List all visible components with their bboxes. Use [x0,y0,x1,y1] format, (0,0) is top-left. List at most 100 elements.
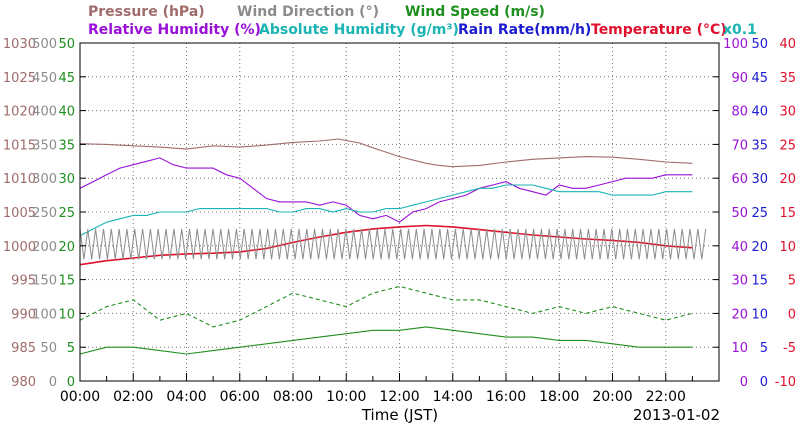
tick-label-pressure: 1025 [3,71,36,86]
legend-line-1: Pressure (hPa) Wind Direction (°) Wind S… [88,4,545,20]
tick-label-wind-direction: 100 [32,307,57,322]
series-wind-direction [79,228,707,260]
tick-label-rain-rate: 5 [760,341,768,356]
series-wind-speed-m-s-gust [79,285,693,328]
tick-label-wind-direction: 400 [32,105,57,120]
tick-label-rain-rate: 0 [760,375,768,390]
tick-label-wind-speed: 0 [67,375,75,390]
tick-label-wind-direction: 200 [32,240,57,255]
tick-label-pressure: 1000 [3,240,36,255]
legend-absolute-humidity: Absolute Humidity (g/m³) [259,22,459,38]
tick-label-humidity: 10 [731,341,748,356]
tick-label-rain-rate: 30 [751,172,768,187]
x-tick-label: 06:00 [220,389,260,405]
tick-label-wind-speed: 5 [67,341,75,356]
series-relative-humidity [79,157,693,223]
tick-label-pressure: 995 [11,274,36,289]
tick-label-humidity: 70 [731,138,748,153]
tick-label-temperature: 25 [779,138,796,153]
tick-label-humidity: 0 [740,375,748,390]
tick-label-rain-rate: 25 [751,206,768,221]
tick-label-wind-direction: 300 [32,172,57,187]
tick-label-rain-rate: 10 [751,307,768,322]
legend-wind-direction: Wind Direction (°) [237,4,379,20]
tick-label-temperature: 0 [788,307,796,322]
tick-label-wind-direction: 0 [49,375,57,390]
tick-label-temperature: -10 [775,375,796,390]
tick-label-humidity: 20 [731,307,748,322]
tick-label-wind-direction: 450 [32,71,57,86]
tick-label-wind-direction: 150 [32,274,57,289]
x-axis: 00:00 02:00 04:00 06:00 08:00 10:00 12:00 14:00… [60,373,686,405]
tick-label-temperature: 10 [779,240,796,255]
legend-pressure: Pressure (hPa) [88,4,205,20]
tick-label-wind-speed: 45 [58,71,75,86]
tick-label-pressure: 1020 [3,105,36,120]
left-axes: 9809859909951000100510101015102010251030… [3,37,719,390]
tick-label-wind-speed: 50 [58,37,75,52]
tick-label-temperature: 40 [779,37,796,52]
tick-label-temperature: 30 [779,105,796,120]
tick-label-pressure: 1030 [3,37,36,52]
tick-label-temperature: 35 [779,71,796,86]
tick-label-wind-speed: 35 [58,138,75,153]
tick-label-wind-speed: 10 [58,307,75,322]
tick-label-pressure: 1005 [3,206,36,221]
tick-label-wind-speed: 15 [58,274,75,289]
series-layer [79,138,707,382]
date-label: 2013-01-02 [633,406,720,424]
legend-wind-speed: Wind Speed (m/s) [405,4,545,20]
tick-label-humidity: 40 [731,240,748,255]
tick-label-wind-speed: 25 [58,206,75,221]
x-axis-label: Time (JST) [361,406,438,424]
tick-label-pressure: 1015 [3,138,36,153]
tick-label-wind-direction: 50 [40,341,57,356]
series-absolute-humidity-g-m [79,184,693,237]
x-tick-label: 12:00 [379,389,419,405]
tick-label-wind-direction: 350 [32,138,57,153]
legend-line-2: Relative Humidity (%) Absolute Humidity … [88,22,757,38]
tick-label-pressure: 980 [11,375,36,390]
tick-label-rain-rate: 15 [751,274,768,289]
x-tick-label: 14:00 [433,389,473,405]
tick-label-pressure: 990 [11,307,36,322]
series-temperature-c [79,224,693,266]
right-axes: 0102030405060708090100051015202530354045… [723,37,796,390]
tick-label-humidity: 100 [723,37,748,52]
tick-label-pressure: 985 [11,341,36,356]
legend-temperature: Temperature (°C) [591,22,727,38]
tick-label-temperature: 5 [788,274,796,289]
x-tick-label: 18:00 [539,389,579,405]
x-tick-label: 10:00 [326,389,366,405]
series-wind-speed-m-s-mean [79,326,693,355]
tick-label-humidity: 50 [731,206,748,221]
x-tick-label: 20:00 [592,389,632,405]
tick-label-humidity: 30 [731,274,748,289]
legend-scale-note: x0.1 [723,22,757,38]
x-tick-label: 04:00 [166,389,206,405]
series-pressure-hpa [79,138,693,168]
tick-label-temperature: -5 [783,341,796,356]
tick-label-wind-speed: 40 [58,105,75,120]
tick-label-rain-rate: 40 [751,105,768,120]
tick-label-pressure: 1010 [3,172,36,187]
tick-label-rain-rate: 20 [751,240,768,255]
x-tick-label: 02:00 [113,389,153,405]
tick-label-wind-direction: 250 [32,206,57,221]
x-tick-label: 16:00 [486,389,526,405]
x-tick-label: 22:00 [646,389,686,405]
tick-label-humidity: 80 [731,105,748,120]
legend-relative-humidity: Relative Humidity (%) [88,22,261,38]
tick-label-temperature: 20 [779,172,796,187]
tick-label-rain-rate: 50 [751,37,768,52]
tick-label-wind-speed: 20 [58,240,75,255]
x-tick-label: 00:00 [60,389,100,405]
tick-label-humidity: 90 [731,71,748,86]
tick-label-temperature: 15 [779,206,796,221]
tick-label-wind-direction: 500 [32,37,57,52]
tick-label-humidity: 60 [731,172,748,187]
tick-label-rain-rate: 35 [751,138,768,153]
tick-label-rain-rate: 45 [751,71,768,86]
legend-rain-rate: Rain Rate(mm/h) [458,22,591,38]
